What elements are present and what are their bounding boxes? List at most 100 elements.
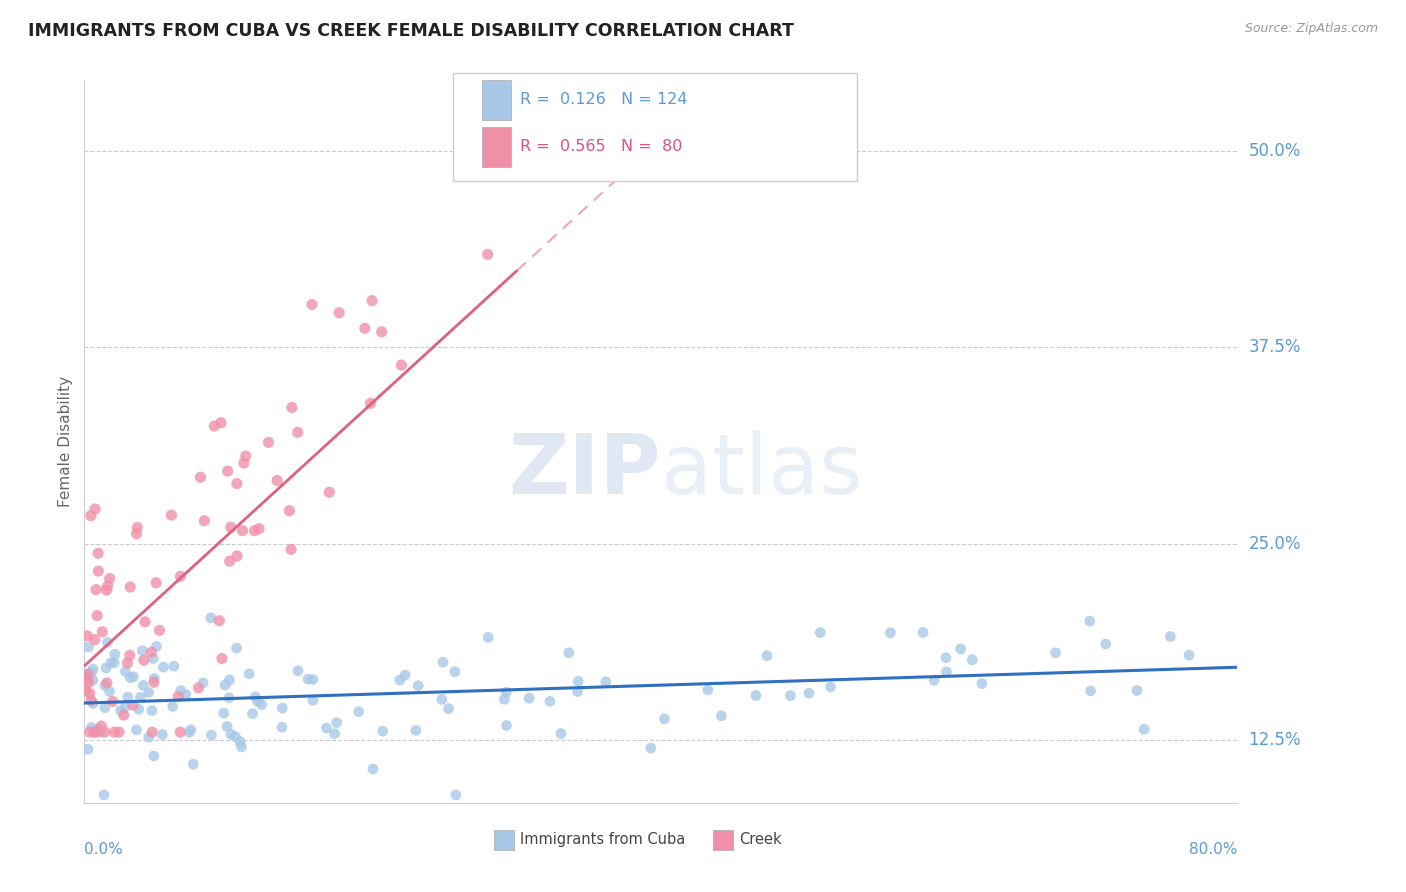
Point: [970, 676, 993, 690]
Point: [141, 704, 163, 718]
Point: [79, 725, 101, 739]
Point: [297, 672, 319, 686]
Point: [328, 306, 350, 320]
Point: [120, 671, 142, 685]
Point: [745, 689, 768, 703]
Point: [567, 684, 589, 698]
Point: [218, 690, 240, 705]
Point: [114, 665, 136, 679]
Point: [76, 668, 98, 682]
Point: [82, 697, 104, 711]
Point: [394, 668, 416, 682]
Point: [1094, 637, 1116, 651]
Point: [278, 504, 301, 518]
Point: [75, 667, 97, 681]
Point: [132, 653, 155, 667]
Point: [90, 719, 112, 733]
Point: [444, 788, 467, 802]
Point: [125, 723, 148, 737]
Point: [391, 358, 413, 372]
Point: [315, 721, 337, 735]
Point: [217, 464, 239, 478]
Point: [110, 704, 132, 718]
Point: [271, 701, 294, 715]
Point: [707, 144, 730, 158]
Point: [77, 675, 100, 690]
Point: [287, 664, 309, 678]
Point: [301, 297, 323, 311]
FancyBboxPatch shape: [713, 830, 734, 850]
Point: [132, 678, 155, 692]
Point: [495, 685, 517, 699]
Point: [127, 520, 149, 534]
Point: [138, 730, 160, 744]
Point: [1045, 646, 1067, 660]
Text: ZIP: ZIP: [509, 430, 661, 511]
Point: [408, 679, 430, 693]
Point: [640, 741, 662, 756]
Point: [77, 667, 100, 681]
Point: [755, 648, 778, 663]
Point: [89, 725, 111, 739]
Point: [654, 712, 676, 726]
Point: [243, 524, 266, 538]
Point: [170, 683, 193, 698]
Point: [167, 690, 190, 704]
Point: [141, 725, 163, 739]
FancyBboxPatch shape: [482, 127, 510, 167]
Point: [494, 692, 516, 706]
Point: [432, 655, 454, 669]
Point: [266, 474, 288, 488]
Point: [247, 522, 270, 536]
Point: [879, 625, 901, 640]
Point: [181, 757, 204, 772]
Point: [1078, 614, 1101, 628]
Point: [962, 653, 984, 667]
Point: [430, 692, 453, 706]
Point: [208, 614, 231, 628]
Point: [125, 526, 148, 541]
Point: [101, 694, 124, 708]
Point: [388, 673, 411, 687]
Text: 37.5%: 37.5%: [1249, 338, 1301, 356]
Point: [174, 688, 197, 702]
Point: [232, 456, 254, 470]
Point: [82, 662, 104, 676]
Point: [141, 645, 163, 659]
Point: [621, 144, 644, 158]
Text: R =  0.565   N =  80: R = 0.565 N = 80: [520, 139, 682, 154]
Text: Creek: Creek: [740, 832, 782, 847]
Point: [949, 642, 972, 657]
Point: [595, 674, 617, 689]
Point: [229, 735, 252, 749]
Point: [142, 651, 165, 665]
Point: [200, 728, 222, 742]
Point: [84, 582, 107, 597]
Point: [257, 435, 280, 450]
Point: [103, 656, 125, 670]
Point: [231, 739, 253, 754]
Point: [112, 708, 135, 723]
Point: [84, 725, 107, 739]
Point: [150, 727, 173, 741]
Point: [75, 672, 97, 686]
Point: [302, 693, 325, 707]
Point: [212, 706, 235, 721]
Point: [120, 580, 142, 594]
Point: [100, 656, 122, 670]
Point: [1080, 684, 1102, 698]
Point: [87, 564, 110, 578]
Point: [83, 632, 105, 647]
Point: [96, 635, 118, 649]
FancyBboxPatch shape: [482, 80, 510, 120]
Point: [794, 144, 817, 158]
Point: [779, 689, 801, 703]
Point: [558, 646, 581, 660]
Point: [371, 724, 394, 739]
Point: [1133, 723, 1156, 737]
Point: [80, 721, 103, 735]
Point: [477, 631, 499, 645]
Point: [83, 725, 105, 739]
Point: [129, 690, 152, 705]
Point: [225, 476, 247, 491]
